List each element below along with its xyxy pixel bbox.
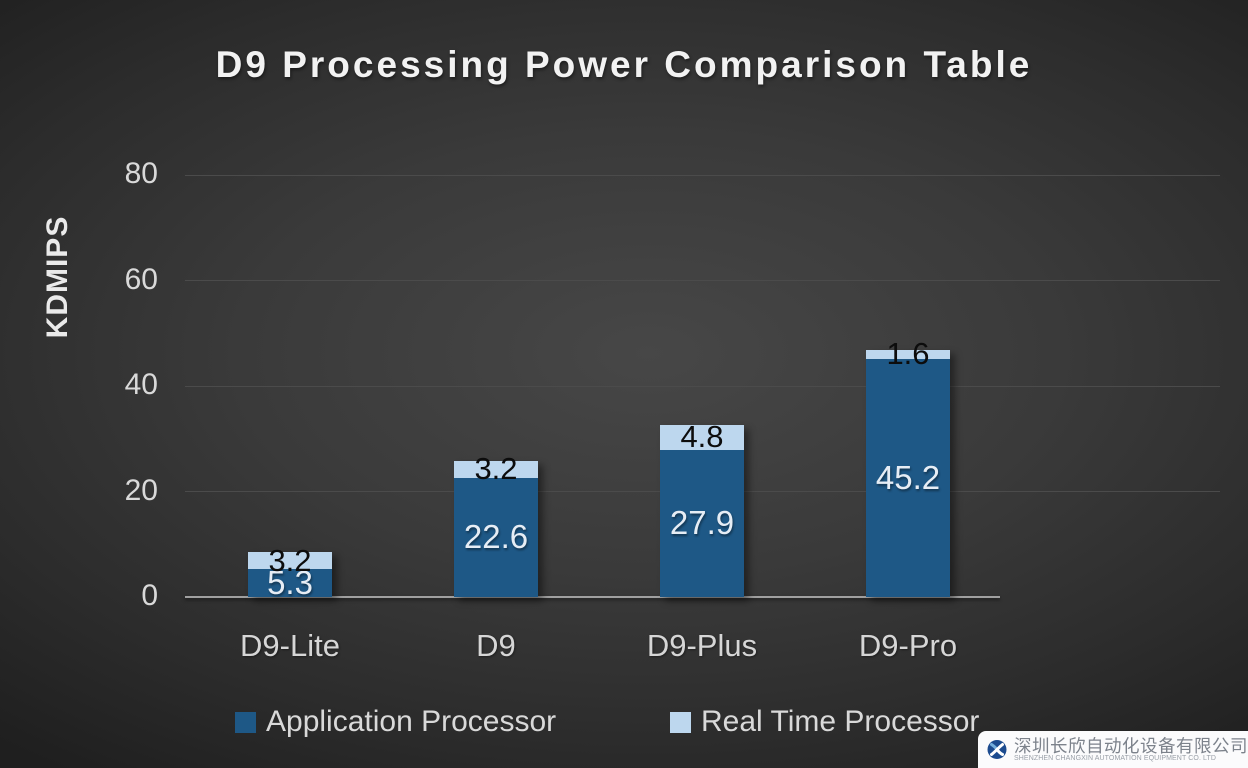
y-tick-label: 20 [124,473,158,507]
company-logo-panel: 深圳长欣自动化设备有限公司 SHENZHEN CHANGXIN AUTOMATI… [978,731,1248,768]
bar-segment-real-time-processor [454,460,538,478]
bar-segment-application-processor [866,358,950,597]
x-category-label: D9-Plus [646,628,758,663]
bar-segment-real-time-processor [660,424,744,450]
bar-group [660,424,744,597]
value-label-real-time-processor: 3.2 [474,451,518,487]
bar-group [454,460,538,597]
value-label-real-time-processor: 1.6 [886,336,930,372]
y-tick-label: 40 [124,368,158,401]
legend-label: Application Processor [266,705,557,738]
value-label-application-processor: 45.2 [875,458,941,496]
legend-item: Real Time Processor [670,702,979,742]
value-label-real-time-processor: 4.8 [680,419,724,455]
company-logo-icon [987,740,1007,759]
bar-segment-application-processor [248,569,332,597]
company-name-block: 深圳长欣自动化设备有限公司 SHENZHEN CHANGXIN AUTOMATI… [1014,735,1248,763]
value-label-application-processor: 5.3 [267,564,313,602]
y-tick-label: 60 [124,262,158,296]
legend-item: Application Processor [235,702,556,742]
bar-segment-real-time-processor [866,350,950,359]
bar-segment-application-processor [454,477,538,597]
legend-swatch [670,711,691,733]
chart-title: D9 Processing Power Comparison Table [215,44,1033,85]
x-axis-line [185,596,1000,598]
x-category-label: D9-Lite [240,628,340,663]
x-category-label: D9-Pro [858,628,958,663]
legend-label: Real Time Processor [701,705,980,738]
bar-group [866,350,950,597]
bar-segment-application-processor [660,449,744,597]
bar-segment-real-time-processor [248,552,332,570]
value-label-application-processor: 22.6 [463,518,529,556]
company-name-en: SHENZHEN CHANGXIN AUTOMATION EQUIPMENT C… [1014,755,1217,763]
gridline [185,280,1220,281]
legend-swatch [235,711,256,733]
gridline [185,174,1220,176]
value-label-application-processor: 27.9 [669,504,735,542]
y-tick-label: 80 [124,157,158,190]
company-name-cn: 深圳长欣自动化设备有限公司 [1014,735,1248,756]
bar-group [248,552,332,597]
x-category-label: D9 [476,628,516,663]
value-label-real-time-processor: 3.2 [268,542,312,578]
y-tick-label: 0 [141,579,158,612]
gridline [185,385,1220,387]
